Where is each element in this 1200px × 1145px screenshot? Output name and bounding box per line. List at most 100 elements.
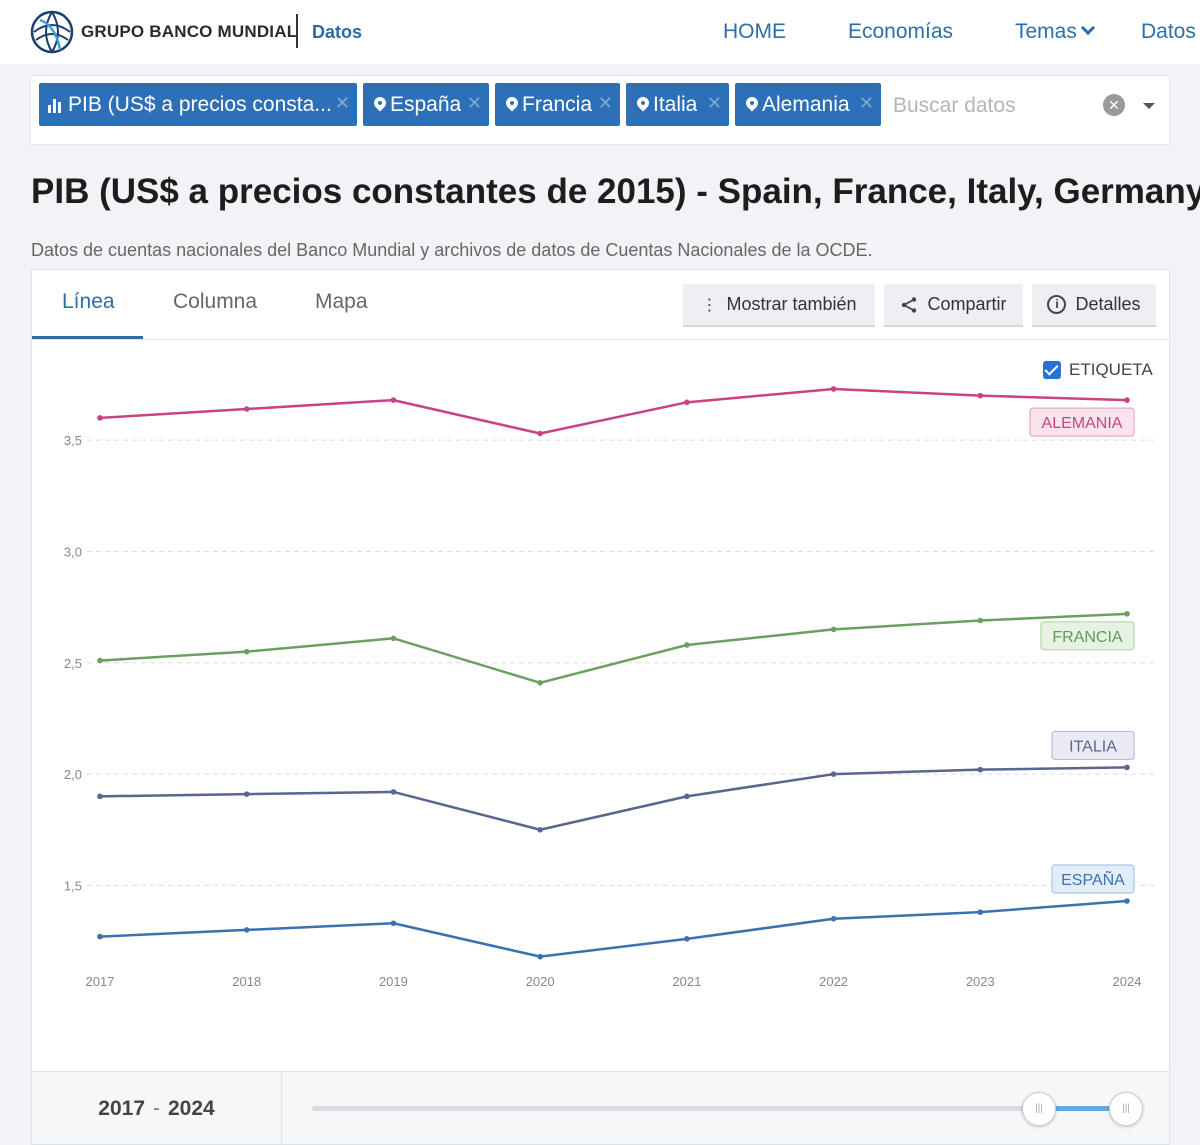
active-tab-indicator [32,336,143,339]
label-toggle[interactable]: ETIQUETA [1043,360,1153,380]
x-tick-label: 2021 [672,974,701,989]
chart-tabs: Línea Columna Mapa ⋮ Mostrar también Com… [32,270,1169,340]
data-point [1124,898,1130,904]
data-point [537,430,543,437]
data-point [390,635,397,642]
brand-divider [296,14,298,48]
data-point [684,936,690,942]
details-button[interactable]: i Detalles [1032,284,1156,327]
share-label: Compartir [927,294,1007,314]
details-label: Detalles [1075,294,1141,314]
range-separator: - [153,1096,160,1120]
page-subtitle: Datos de cuentas nacionales del Banco Mu… [31,240,873,260]
show-also-button[interactable]: ⋮ Mostrar también [683,284,875,327]
nav-temas-label: Temas [1015,20,1077,43]
data-point [97,933,103,940]
range-track[interactable] [312,1106,1126,1111]
data-point [97,657,103,664]
brand-name[interactable]: GRUPO BANCO MUNDIAL [81,22,298,41]
more-vertical-icon: ⋮ [701,296,718,314]
chip-alemania[interactable]: Alemania ✕ [735,83,881,126]
nav-datos[interactable]: Datos [1141,20,1196,43]
bar-chart-icon [48,97,63,113]
data-point [1124,764,1130,771]
series-label-box [1051,730,1135,761]
label-checkbox[interactable] [1043,361,1061,379]
site-header: GRUPO BANCO MUNDIAL Datos HOME Economías… [0,0,1200,64]
series-label: ESPAÑA [1061,869,1125,889]
chip-label: Francia [522,92,593,116]
data-point [1124,611,1130,617]
tab-columna[interactable]: Columna [173,290,258,313]
data-point [830,386,837,392]
show-also-label: Mostrar también [726,294,857,314]
nav-temas[interactable]: Temas [1015,20,1095,44]
tab-mapa[interactable]: Mapa [315,290,368,313]
y-tick-label: 3,0 [64,544,82,559]
map-pin-icon [371,94,389,111]
chip-label: PIB (US$ a precios consta... [68,92,332,116]
data-point [830,915,837,922]
data-point [243,648,250,655]
data-point [97,793,103,800]
data-point [830,626,837,633]
nav-economias[interactable]: Economías [848,20,954,43]
series-line-españa [99,899,1128,958]
year-range-selector: 2017 - 2024 ||| ||| [31,1072,1170,1145]
data-point [977,766,984,773]
series-label: FRANCIA [1052,629,1123,646]
close-icon[interactable]: ✕ [334,93,350,113]
x-tick-label: 2017 [86,974,115,989]
data-point [977,392,984,399]
data-point [977,617,984,624]
range-start-handle[interactable]: ||| [1022,1092,1056,1126]
data-point [684,793,690,800]
tab-linea[interactable]: Línea [62,290,115,313]
chart-panel: Línea Columna Mapa ⋮ Mostrar también Com… [31,269,1170,1072]
data-point [977,909,984,915]
x-tick-label: 2023 [966,974,995,989]
data-point [390,789,397,795]
data-point [537,680,543,686]
close-icon[interactable]: ✕ [706,93,722,113]
share-button[interactable]: Compartir [884,284,1023,327]
data-point [684,642,690,648]
chip-francia[interactable]: Francia ✕ [495,83,620,126]
close-icon[interactable]: ✕ [597,93,613,113]
data-point [243,927,250,933]
line-chart: 1,5 2,0 2,5 3,0 3,5 2017 2018 2019 2020 2021 2022 2… [64,386,1157,989]
data-point [537,953,543,960]
data-point [830,771,837,777]
dropdown-arrow-icon[interactable] [1143,103,1155,109]
world-bank-globe-logo[interactable] [30,10,74,54]
range-end: 2024 [168,1096,215,1120]
series-label: ITALIA [1069,738,1117,755]
x-tick-label: 2022 [819,974,848,989]
series-label-box [1051,864,1135,894]
chip-label: España [390,92,462,116]
data-point [97,415,103,421]
x-tick-label: 2018 [232,974,261,989]
chevron-down-icon [1080,20,1095,36]
x-tick-label: 2019 [379,974,408,989]
search-bar: PIB (US$ a precios consta... ✕ España ✕ … [30,75,1170,145]
range-end-handle[interactable]: ||| [1109,1092,1143,1126]
data-point [390,920,397,927]
share-icon [902,296,917,313]
info-icon: i [1047,295,1067,314]
close-icon[interactable]: ✕ [466,93,482,113]
range-track-fill [1039,1106,1126,1111]
chip-indicator[interactable]: PIB (US$ a precios consta... ✕ [39,83,357,126]
nav-home[interactable]: HOME [723,20,786,43]
year-range-label: 2017 - 2024 [32,1072,282,1145]
x-tick-label: 2020 [526,974,555,989]
y-tick-label: 2,0 [64,767,82,782]
chip-italia[interactable]: Italia ✕ [626,83,729,126]
brand-section-label[interactable]: Datos [312,22,363,42]
y-tick-label: 2,5 [64,656,82,671]
clear-search-icon[interactable]: ✕ [1103,94,1125,116]
chip-label: Alemania [762,92,850,116]
chip-espana[interactable]: España ✕ [363,83,489,126]
close-icon[interactable]: ✕ [858,93,874,113]
search-input[interactable] [893,91,1093,121]
